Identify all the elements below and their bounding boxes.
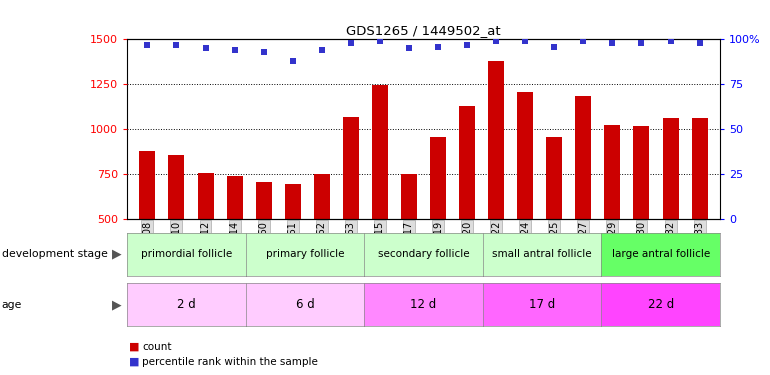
Point xyxy=(461,42,474,48)
Point xyxy=(635,40,648,46)
Bar xyxy=(546,136,562,309)
Text: 22 d: 22 d xyxy=(648,298,674,311)
Text: primary follicle: primary follicle xyxy=(266,249,344,259)
Title: GDS1265 / 1449502_at: GDS1265 / 1449502_at xyxy=(346,24,500,37)
Point xyxy=(548,44,561,50)
Bar xyxy=(459,106,475,309)
Point xyxy=(490,38,502,44)
Point xyxy=(141,42,153,48)
Text: 2 d: 2 d xyxy=(177,298,196,311)
Text: development stage: development stage xyxy=(2,249,108,259)
Text: primordial follicle: primordial follicle xyxy=(141,249,232,259)
Text: count: count xyxy=(142,342,172,352)
Point xyxy=(373,38,386,44)
Bar xyxy=(372,85,388,309)
Bar xyxy=(575,96,591,309)
Point xyxy=(199,45,212,51)
Point xyxy=(286,58,299,64)
Point xyxy=(403,45,415,51)
Text: percentile rank within the sample: percentile rank within the sample xyxy=(142,357,318,367)
Text: ■: ■ xyxy=(129,342,140,352)
Bar xyxy=(634,126,649,309)
Point xyxy=(316,47,328,53)
Bar xyxy=(285,184,301,309)
Bar xyxy=(169,154,185,309)
Text: age: age xyxy=(2,300,22,310)
Point xyxy=(229,47,241,53)
Bar xyxy=(314,174,330,309)
Point xyxy=(694,40,706,46)
Text: 17 d: 17 d xyxy=(529,298,555,311)
Point xyxy=(170,42,182,48)
Bar xyxy=(430,136,446,309)
Bar xyxy=(488,61,504,309)
Point xyxy=(345,40,357,46)
Bar xyxy=(256,182,272,309)
Point xyxy=(606,40,618,46)
Point xyxy=(578,38,590,44)
Text: ▶: ▶ xyxy=(112,248,122,261)
Bar xyxy=(139,151,156,309)
Point xyxy=(665,38,677,44)
Point xyxy=(519,38,531,44)
Bar xyxy=(198,172,213,309)
Text: small antral follicle: small antral follicle xyxy=(492,249,592,259)
Bar xyxy=(226,176,243,309)
Bar xyxy=(662,118,678,309)
Text: large antral follicle: large antral follicle xyxy=(611,249,710,259)
Point xyxy=(432,44,444,50)
Bar xyxy=(604,125,621,309)
Bar xyxy=(691,118,708,309)
Bar xyxy=(517,92,533,309)
Text: 12 d: 12 d xyxy=(410,298,437,311)
Text: ▶: ▶ xyxy=(112,298,122,311)
Text: 6 d: 6 d xyxy=(296,298,314,311)
Text: secondary follicle: secondary follicle xyxy=(378,249,469,259)
Bar xyxy=(343,117,359,309)
Point xyxy=(257,49,270,55)
Text: ■: ■ xyxy=(129,357,140,367)
Bar xyxy=(401,174,417,309)
